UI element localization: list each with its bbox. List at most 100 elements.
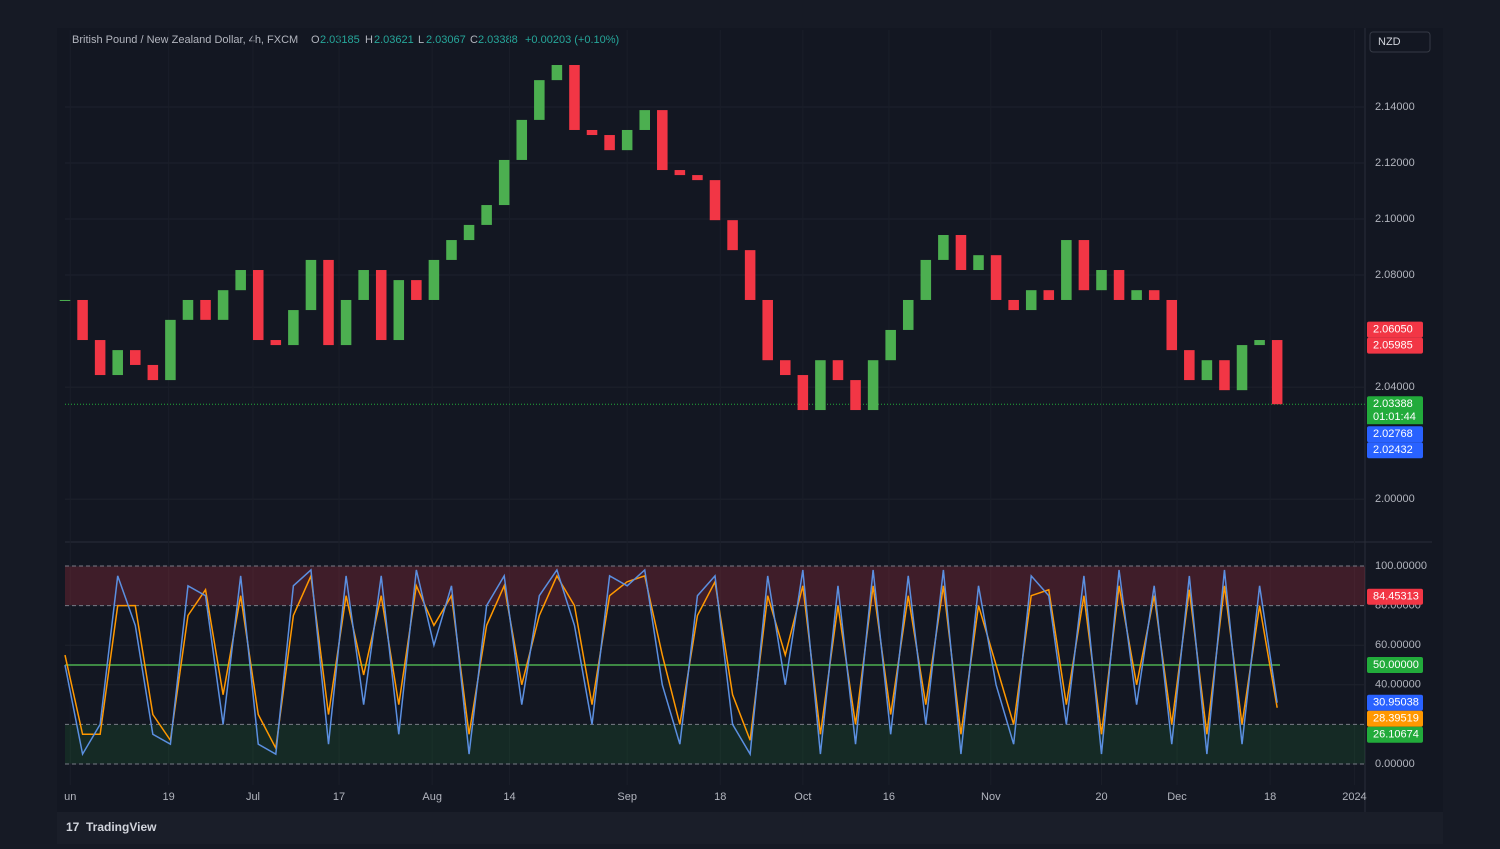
y-tick-label: 60.00000: [1375, 639, 1421, 651]
price-tag: [1367, 710, 1423, 727]
candle: [902, 299, 914, 330]
price-tag: [1367, 337, 1423, 354]
oversold-zone: [65, 724, 1365, 765]
candle: [217, 290, 229, 320]
candle: [130, 350, 141, 365]
candle: [938, 235, 949, 260]
candle: [1061, 240, 1072, 300]
candle: [1096, 270, 1107, 291]
chart-bg: [57, 28, 1443, 812]
candle: [815, 360, 826, 411]
candle: [692, 175, 703, 181]
price-tag-label: 2.03388: [1373, 398, 1413, 410]
price-tag-label: 30.95038: [1373, 697, 1419, 709]
candle: [1113, 270, 1125, 300]
ohlc-label: O: [311, 34, 320, 46]
candle: [709, 180, 721, 221]
y-tick-label: 2.04000: [1375, 381, 1415, 393]
candle: [305, 259, 317, 311]
candle: [270, 340, 282, 346]
ohlc-label: C: [470, 34, 478, 46]
y-tick-label: 40.00000: [1375, 679, 1421, 691]
price-tag: [1367, 442, 1423, 459]
x-tick-label: 2024: [1342, 791, 1366, 803]
candle: [797, 375, 809, 411]
price-tag: [1367, 396, 1423, 413]
ohlc-value: 2.03388: [478, 34, 518, 46]
candle: [77, 299, 88, 341]
candle: [235, 270, 246, 291]
candle: [1043, 290, 1055, 300]
candle: [1184, 350, 1195, 381]
x-tick-label: Nov: [981, 791, 1001, 803]
candle: [657, 110, 668, 171]
price-tag: [1367, 694, 1423, 711]
candle: [744, 250, 756, 300]
price-tag-label: 2.02768: [1373, 428, 1413, 440]
candle: [358, 270, 369, 300]
candle: [200, 299, 211, 320]
candle: [955, 235, 967, 271]
candle: [850, 380, 861, 411]
candle: [1131, 290, 1142, 300]
x-tick-label: un: [64, 791, 76, 803]
candle: [1271, 340, 1283, 405]
y-tick-label: 2.10000: [1375, 213, 1415, 225]
countdown: 01:01:44: [1373, 411, 1416, 423]
currency[interactable]: NZD: [1378, 36, 1401, 48]
price-tag-label: 26.10674: [1373, 729, 1419, 741]
candle: [604, 135, 615, 151]
candle: [1025, 290, 1037, 311]
candle: [516, 119, 528, 160]
candle: [59, 299, 71, 301]
candle: [551, 65, 563, 81]
y-tick-label: 100.00000: [1375, 560, 1427, 572]
y-tick-label: 0.00000: [1375, 758, 1415, 770]
candle: [1254, 340, 1265, 346]
price-tag-label: 50.00000: [1373, 659, 1419, 671]
candle: [94, 340, 106, 376]
price-tag-label: 84.45313: [1373, 591, 1419, 603]
candle: [973, 255, 984, 271]
ohlc-label: L: [418, 34, 424, 46]
y-tick-label: 2.00000: [1375, 493, 1415, 505]
candle: [1078, 240, 1090, 291]
candle: [112, 350, 123, 376]
candle: [1201, 360, 1213, 381]
candle: [990, 255, 1002, 300]
change: +0.00203 (+0.10%): [525, 34, 619, 46]
price-tag-label: 2.05985: [1373, 340, 1413, 352]
candle: [165, 319, 176, 381]
candle: [498, 159, 510, 206]
price-tag: [1367, 321, 1423, 338]
candle: [323, 259, 334, 346]
brand-logo: 17: [66, 820, 80, 834]
price-tag-label: 2.06050: [1373, 324, 1413, 336]
currency-box[interactable]: [1369, 31, 1431, 53]
ohlc-value: 2.03067: [426, 34, 466, 46]
candle: [534, 80, 545, 120]
x-tick-label: 14: [503, 791, 515, 803]
candle: [727, 220, 738, 251]
x-tick-label: 20: [1095, 791, 1107, 803]
candle: [639, 110, 650, 130]
candle: [375, 270, 387, 341]
y-tick-label: 2.12000: [1375, 157, 1415, 169]
x-tick-label: Oct: [794, 791, 811, 803]
price-tag: [1367, 426, 1423, 443]
candle: [411, 280, 422, 300]
x-tick-label: 19: [163, 791, 175, 803]
candle: [446, 240, 457, 260]
y-tick-label: 2.14000: [1375, 101, 1415, 113]
brand: TradingView: [86, 820, 157, 834]
candle: [428, 259, 440, 300]
candle: [885, 329, 896, 361]
price-tag-label: 28.39519: [1373, 713, 1419, 725]
candle: [1166, 299, 1178, 351]
x-tick-label: Dec: [1167, 791, 1187, 803]
candle: [832, 360, 844, 381]
candle: [674, 170, 686, 176]
price-tag: [1367, 657, 1423, 673]
candle: [780, 360, 791, 376]
